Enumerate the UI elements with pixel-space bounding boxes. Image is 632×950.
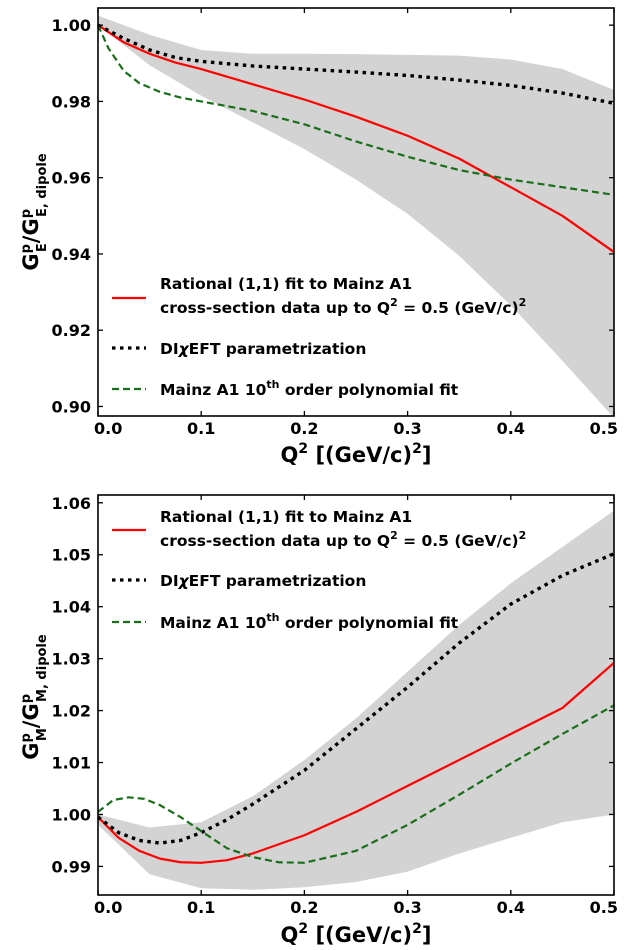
uncertainty-band: [98, 510, 614, 890]
y-tick-label-1-05: 1.05: [52, 546, 91, 565]
x-tick-label-0-1: 0.1: [187, 898, 215, 917]
x-tick-label-0-2: 0.2: [290, 898, 318, 917]
legend-label-dixeft: DIχEFT parametrization: [160, 572, 366, 590]
y-tick-label-1-06: 1.06: [52, 494, 91, 513]
y-tick-label-0-90: 0.90: [52, 397, 91, 416]
uncertainty-band: [98, 15, 614, 418]
y-tick-label-0-98: 0.98: [52, 92, 91, 111]
x-tick-label-0-3: 0.3: [393, 898, 421, 917]
legend: Rational (1,1) fit to Mainz A1 cross-sec…: [112, 275, 526, 399]
y-tick-label-0-92: 0.92: [52, 321, 91, 340]
x-tick-label-0-5: 0.5: [590, 898, 618, 917]
legend-label-rational-fit-line2: cross-section data up to Q2 = 0.5 (GeV/c…: [160, 296, 526, 317]
y-tick-label-1-02: 1.02: [52, 702, 91, 721]
x-tick-label-0-0: 0.0: [94, 898, 122, 917]
series-line-rational-fit: [97, 661, 615, 864]
uncertainty-band-area: [98, 15, 614, 418]
series-line-dixeft: [97, 23, 615, 105]
legend-label-polynomial-fit: Mainz A1 10th order polynomial fit: [160, 611, 459, 632]
legend-label-rational-fit-line1: Rational (1,1) fit to Mainz A1: [160, 508, 412, 526]
y-tick-label-1-00: 1.00: [52, 805, 91, 824]
x-tick-label-0-5: 0.5: [590, 419, 618, 438]
series-lines: [96, 23, 615, 253]
legend-label-polynomial-fit: Mainz A1 10th order polynomial fit: [160, 378, 459, 399]
x-axis-label: Q2 [(GeV/c)2]: [281, 921, 432, 947]
y-tick-label-0-96: 0.96: [52, 169, 91, 188]
x-axis-label: Q2 [(GeV/c)2]: [281, 441, 432, 467]
series-line-polynomial-fit: [97, 704, 615, 864]
legend-label-rational-fit-line2: cross-section data up to Q2 = 0.5 (GeV/c…: [160, 529, 526, 550]
y-tick-label-1-00: 1.00: [52, 16, 91, 35]
legend-label-rational-fit-line1: Rational (1,1) fit to Mainz A1: [160, 275, 412, 293]
series-line-rational-fit: [97, 24, 615, 253]
y-tick-label-0-94: 0.94: [52, 245, 91, 264]
y-tick-label-1-03: 1.03: [52, 650, 91, 669]
axis-ticks: 0.0 0.1 0.2 0.3 0.4 0.5 0.99 1.00 1.01 1.02 1.03 1.…: [52, 494, 618, 917]
x-tick-label-0-3: 0.3: [393, 419, 421, 438]
axis-ticks: 0.0 0.1 0.2 0.3 0.4 0.5 0.90 0.92 0.94 0.96 0.98 1.…: [52, 8, 618, 438]
chart-ge-ratio: 0.0 0.1 0.2 0.3 0.4 0.5 0.90 0.92 0.94 0.96 0.98 1.…: [19, 7, 618, 467]
y-axis-label: GpM/GpM, dipole: [19, 634, 50, 760]
x-tick-label-0-4: 0.4: [497, 419, 525, 438]
y-tick-label-1-01: 1.01: [52, 754, 91, 773]
y-tick-label-0-99: 0.99: [52, 857, 91, 876]
x-tick-label-0-4: 0.4: [497, 898, 525, 917]
x-tick-label-0-0: 0.0: [94, 419, 122, 438]
chart-gm-ratio: 0.0 0.1 0.2 0.3 0.4 0.5 0.99 1.00 1.01 1.02 1.03 1.…: [19, 494, 618, 947]
plot-frame: [97, 7, 615, 417]
uncertainty-band-area: [98, 510, 614, 890]
x-tick-label-0-1: 0.1: [187, 419, 215, 438]
series-lines: [96, 552, 615, 864]
plot-frame: [97, 494, 615, 896]
legend-label-dixeft: DIχEFT parametrization: [160, 340, 366, 358]
series-line-dixeft: [96, 552, 615, 845]
series-line-polynomial-fit: [96, 24, 615, 196]
y-tick-label-1-04: 1.04: [52, 598, 91, 617]
x-tick-label-0-2: 0.2: [290, 419, 318, 438]
y-axis-label: GpE/GpE, dipole: [19, 153, 50, 270]
legend: Rational (1,1) fit to Mainz A1 cross-sec…: [112, 508, 526, 632]
